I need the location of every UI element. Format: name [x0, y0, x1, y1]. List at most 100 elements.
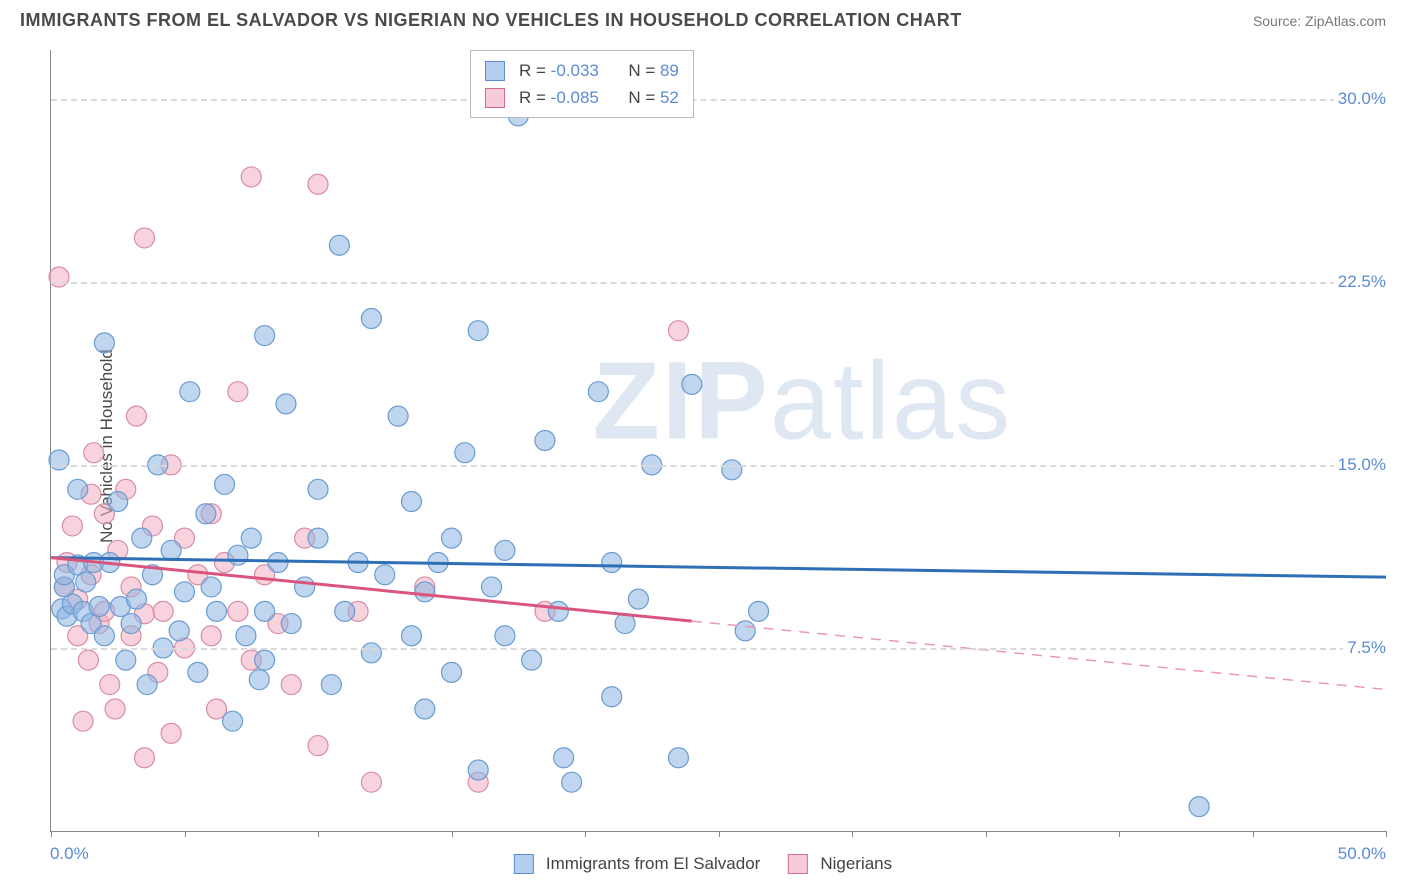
data-point: [100, 675, 120, 695]
data-point: [554, 748, 574, 768]
source-prefix: Source:: [1253, 13, 1305, 29]
data-point: [68, 479, 88, 499]
data-point: [215, 474, 235, 494]
data-point: [375, 565, 395, 585]
data-point: [188, 662, 208, 682]
data-point: [735, 621, 755, 641]
data-point: [388, 406, 408, 426]
x-tick: [318, 831, 319, 837]
data-point: [137, 675, 157, 695]
legend-swatch: [485, 88, 505, 108]
data-point: [255, 326, 275, 346]
data-point: [321, 675, 341, 695]
data-point: [255, 650, 275, 670]
data-point: [201, 577, 221, 597]
y-tick-label: 15.0%: [1334, 455, 1390, 475]
data-point: [442, 528, 462, 548]
data-point: [276, 394, 296, 414]
data-point: [223, 711, 243, 731]
data-point: [522, 650, 542, 670]
data-point: [180, 382, 200, 402]
data-point: [132, 528, 152, 548]
data-point: [415, 582, 435, 602]
x-axis-labels: 0.0% 50.0%: [50, 844, 1386, 874]
x-tick: [1386, 831, 1387, 837]
x-tick: [185, 831, 186, 837]
data-point: [228, 601, 248, 621]
plot-area: ZIPatlas 7.5%15.0%22.5%30.0%: [50, 50, 1386, 832]
data-point: [228, 545, 248, 565]
data-point: [308, 479, 328, 499]
trend-line-blue: [51, 558, 1386, 578]
data-point: [588, 382, 608, 402]
data-point: [455, 443, 475, 463]
data-point: [228, 382, 248, 402]
data-point: [535, 431, 555, 451]
x-tick: [852, 831, 853, 837]
data-point: [161, 540, 181, 560]
data-point: [126, 589, 146, 609]
data-point: [62, 516, 82, 536]
data-point: [49, 267, 69, 287]
data-point: [134, 748, 154, 768]
data-point: [749, 601, 769, 621]
data-point: [495, 626, 515, 646]
data-point: [84, 443, 104, 463]
data-point: [108, 492, 128, 512]
data-point: [105, 699, 125, 719]
data-point: [76, 572, 96, 592]
data-point: [722, 460, 742, 480]
data-point: [1189, 797, 1209, 817]
data-point: [361, 308, 381, 328]
legend-stat-row: R = -0.085 N = 52: [485, 84, 679, 111]
data-point: [295, 577, 315, 597]
data-point: [281, 675, 301, 695]
data-point: [562, 772, 582, 792]
data-point: [361, 772, 381, 792]
data-point: [401, 626, 421, 646]
data-point: [668, 321, 688, 341]
data-point: [207, 601, 227, 621]
gridline: [51, 282, 1386, 284]
data-point: [442, 662, 462, 682]
data-point: [236, 626, 256, 646]
legend-swatch: [485, 61, 505, 81]
data-point: [94, 626, 114, 646]
data-point: [201, 626, 221, 646]
trend-line-pink-ext: [692, 621, 1386, 689]
data-point: [78, 650, 98, 670]
data-point: [175, 582, 195, 602]
data-point: [169, 621, 189, 641]
x-max-label: 50.0%: [1338, 844, 1386, 864]
y-tick-label: 22.5%: [1334, 272, 1390, 292]
r-label: R = -0.085: [519, 84, 599, 111]
x-tick: [452, 831, 453, 837]
data-point: [415, 699, 435, 719]
x-min-label: 0.0%: [50, 844, 89, 864]
data-point: [241, 167, 261, 187]
source-link[interactable]: ZipAtlas.com: [1305, 13, 1386, 29]
data-point: [308, 528, 328, 548]
legend-stat-row: R = -0.033 N = 89: [485, 57, 679, 84]
data-point: [308, 736, 328, 756]
data-point: [134, 228, 154, 248]
data-point: [308, 174, 328, 194]
data-point: [161, 723, 181, 743]
x-tick: [585, 831, 586, 837]
data-point: [682, 374, 702, 394]
chart-title: IMMIGRANTS FROM EL SALVADOR VS NIGERIAN …: [20, 10, 962, 31]
data-point: [495, 540, 515, 560]
x-tick: [719, 831, 720, 837]
data-point: [126, 406, 146, 426]
gridline: [51, 648, 1386, 650]
x-tick: [51, 831, 52, 837]
data-point: [241, 528, 261, 548]
gridline: [51, 99, 1386, 101]
data-point: [602, 687, 622, 707]
n-label: N = 52: [628, 84, 679, 111]
data-point: [249, 670, 269, 690]
x-tick: [986, 831, 987, 837]
data-point: [121, 614, 141, 634]
data-point: [628, 589, 648, 609]
data-point: [602, 553, 622, 573]
